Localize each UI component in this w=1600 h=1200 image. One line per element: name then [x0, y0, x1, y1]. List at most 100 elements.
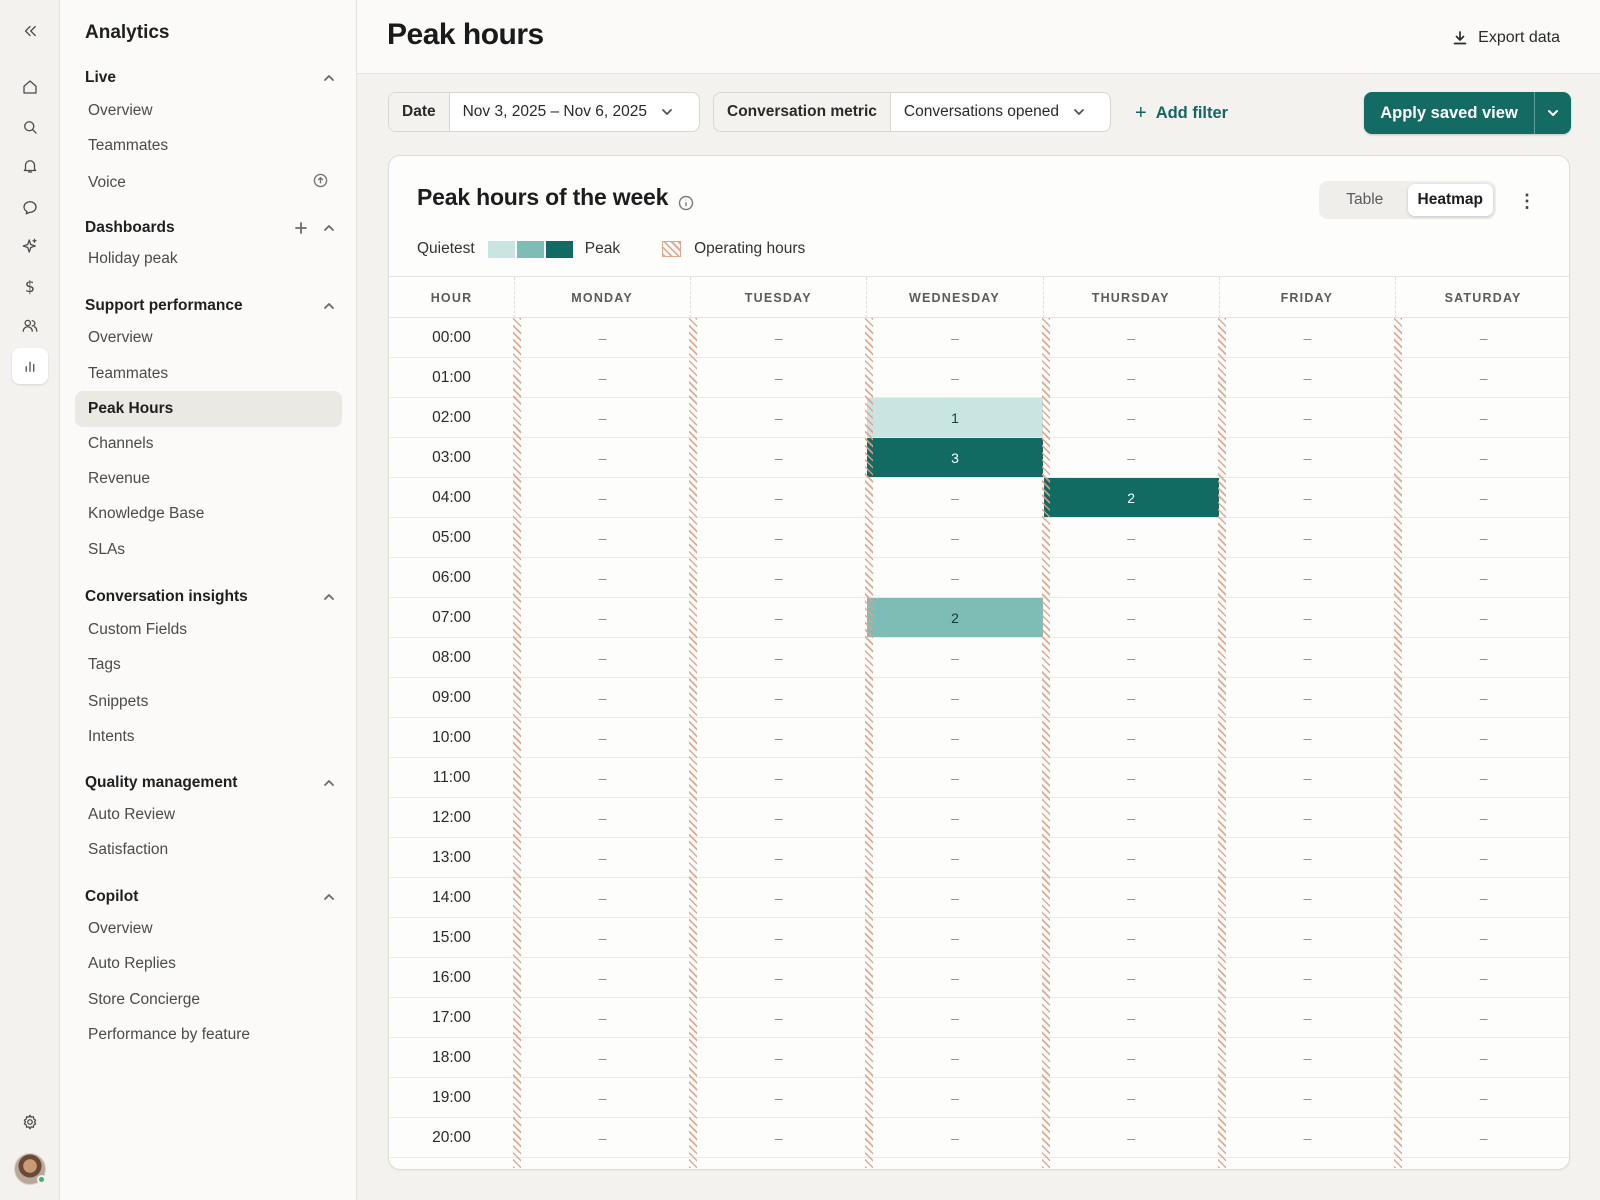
more-options-icon[interactable]: ⋮ [1518, 190, 1536, 211]
sidebar-item-slas[interactable]: SLAs [88, 541, 126, 558]
heatmap-cell-value[interactable]: 2 [867, 598, 1043, 637]
heatmap-cell-empty[interactable]: – [1127, 369, 1136, 386]
heatmap-cell-empty[interactable]: – [951, 689, 959, 706]
heatmap-cell-empty[interactable]: – [951, 809, 959, 826]
chevron-up-icon[interactable] [323, 300, 335, 312]
heatmap-cell-empty[interactable]: – [598, 569, 607, 586]
sidebar-item-channels[interactable]: Channels [88, 435, 154, 452]
date-range-select[interactable]: Nov 3, 2025 – Nov 6, 2025 [450, 93, 687, 131]
sidebar-item-auto-replies[interactable]: Auto Replies [88, 955, 176, 972]
heatmap-cell-empty[interactable]: – [951, 369, 959, 386]
heatmap-cell-empty[interactable]: – [598, 369, 607, 386]
heatmap-cell-empty[interactable]: – [1303, 609, 1312, 626]
heatmap-cell-empty[interactable]: – [598, 1089, 607, 1106]
heatmap-cell-empty[interactable]: – [1127, 849, 1136, 866]
heatmap-cell-empty[interactable]: – [1127, 729, 1136, 746]
heatmap-cell-empty[interactable]: – [1127, 889, 1136, 906]
heatmap-cell-empty[interactable]: – [1303, 849, 1312, 866]
heatmap-cell-empty[interactable]: – [774, 929, 783, 946]
heatmap-toggle[interactable]: Heatmap [1407, 184, 1493, 216]
sidebar-item-intents[interactable]: Intents [88, 728, 135, 745]
sidebar-item-live-teammates[interactable]: Teammates [88, 137, 169, 154]
saved-view-dropdown[interactable] [1534, 92, 1571, 134]
sidebar-item-satisfaction[interactable]: Satisfaction [88, 841, 169, 858]
heatmap-cell-empty[interactable]: – [951, 1049, 959, 1066]
export-data-button[interactable]: Export data [1452, 24, 1560, 52]
heatmap-cell-empty[interactable]: – [598, 409, 607, 426]
heatmap-cell-empty[interactable]: – [1127, 1129, 1136, 1146]
heatmap-cell-empty[interactable]: – [1479, 889, 1488, 906]
sidebar-item-snippets[interactable]: Snippets [88, 693, 149, 710]
heatmap-cell-empty[interactable]: – [1127, 529, 1136, 546]
heatmap-cell-empty[interactable]: – [774, 409, 783, 426]
heatmap-cell-empty[interactable]: – [1127, 649, 1136, 666]
heatmap-cell-empty[interactable]: – [1127, 809, 1136, 826]
heatmap-cell-empty[interactable]: – [774, 1009, 783, 1026]
heatmap-cell-empty[interactable]: – [1303, 369, 1312, 386]
heatmap-cell-empty[interactable]: – [598, 1129, 607, 1146]
heatmap-cell-empty[interactable]: – [598, 609, 607, 626]
table-toggle[interactable]: Table [1346, 191, 1384, 208]
heatmap-cell-empty[interactable]: – [598, 1009, 607, 1026]
heatmap-cell-empty[interactable]: – [1127, 449, 1136, 466]
heatmap-cell-empty[interactable]: – [951, 729, 959, 746]
section-copilot[interactable]: Copilot [85, 885, 335, 909]
heatmap-cell-empty[interactable]: – [1303, 1009, 1312, 1026]
heatmap-cell-empty[interactable]: – [1127, 769, 1136, 786]
heatmap-cell-empty[interactable]: – [598, 849, 607, 866]
chevron-up-icon[interactable] [323, 891, 335, 903]
heatmap-cell-empty[interactable]: – [774, 529, 783, 546]
heatmap-cell-empty[interactable]: – [951, 329, 959, 346]
heatmap-cell-empty[interactable]: – [1303, 329, 1312, 346]
chart-icon[interactable] [12, 348, 48, 384]
heatmap-cell-empty[interactable]: – [1479, 449, 1488, 466]
sidebar-item-support-teammates[interactable]: Teammates [88, 365, 169, 382]
heatmap-cell-empty[interactable]: – [1127, 1049, 1136, 1066]
bell-icon[interactable] [12, 148, 48, 184]
heatmap-cell-empty[interactable]: – [774, 889, 783, 906]
heatmap-cell-empty[interactable]: – [1479, 929, 1488, 946]
date-filter[interactable]: Date Nov 3, 2025 – Nov 6, 2025 [388, 92, 700, 132]
heatmap-cell-empty[interactable]: – [1127, 1089, 1136, 1106]
conversation-metric-filter[interactable]: Conversation metric Conversations opened [713, 92, 1111, 132]
heatmap-cell-empty[interactable]: – [1303, 689, 1312, 706]
heatmap-cell-empty[interactable]: – [951, 1089, 959, 1106]
heatmap-cell-empty[interactable]: – [774, 569, 783, 586]
heatmap-cell-empty[interactable]: – [774, 689, 783, 706]
heatmap-cell-empty[interactable]: – [1479, 649, 1488, 666]
heatmap-cell-empty[interactable]: – [598, 329, 607, 346]
heatmap-cell-empty[interactable]: – [1479, 369, 1488, 386]
apply-saved-view-button[interactable]: Apply saved view [1364, 92, 1571, 134]
heatmap-cell-empty[interactable]: – [951, 769, 959, 786]
heatmap-cell-empty[interactable]: – [598, 929, 607, 946]
heatmap-cell-empty[interactable]: – [598, 529, 607, 546]
heatmap-cell-empty[interactable]: – [1303, 649, 1312, 666]
chevron-up-icon[interactable] [323, 72, 335, 84]
heatmap-cell-empty[interactable]: – [598, 889, 607, 906]
heatmap-cell-empty[interactable]: – [598, 489, 607, 506]
heatmap-cell-empty[interactable]: – [598, 1049, 607, 1066]
heatmap-cell-empty[interactable]: – [951, 1009, 959, 1026]
chevron-up-icon[interactable] [323, 591, 335, 603]
sidebar-item-copilot-overview[interactable]: Overview [88, 920, 153, 937]
heatmap-cell-empty[interactable]: – [1303, 809, 1312, 826]
sidebar-item-holiday-peak[interactable]: Holiday peak [88, 250, 178, 267]
heatmap-cell-empty[interactable]: – [1303, 569, 1312, 586]
heatmap-cell-empty[interactable]: – [1127, 329, 1136, 346]
heatmap-cell-empty[interactable]: – [1303, 969, 1312, 986]
heatmap-cell-empty[interactable]: – [1303, 489, 1312, 506]
heatmap-cell-empty[interactable]: – [598, 769, 607, 786]
heatmap-cell-empty[interactable]: – [598, 649, 607, 666]
heatmap-cell-empty[interactable]: – [774, 489, 783, 506]
heatmap-cell-empty[interactable]: – [1479, 409, 1488, 426]
dollar-icon[interactable]: $ [24, 276, 36, 296]
sidebar-item-knowledge-base[interactable]: Knowledge Base [88, 505, 205, 522]
add-filter-button[interactable]: + Add filter [1135, 100, 1228, 126]
sidebar-item-voice[interactable]: Voice [75, 165, 342, 201]
heatmap-cell-empty[interactable]: – [774, 849, 783, 866]
sidebar-item-live-overview[interactable]: Overview [88, 102, 153, 119]
heatmap-cell-empty[interactable]: – [774, 1129, 783, 1146]
users-icon[interactable] [12, 308, 48, 344]
avatar[interactable] [14, 1153, 46, 1185]
plus-icon[interactable] [295, 222, 307, 234]
